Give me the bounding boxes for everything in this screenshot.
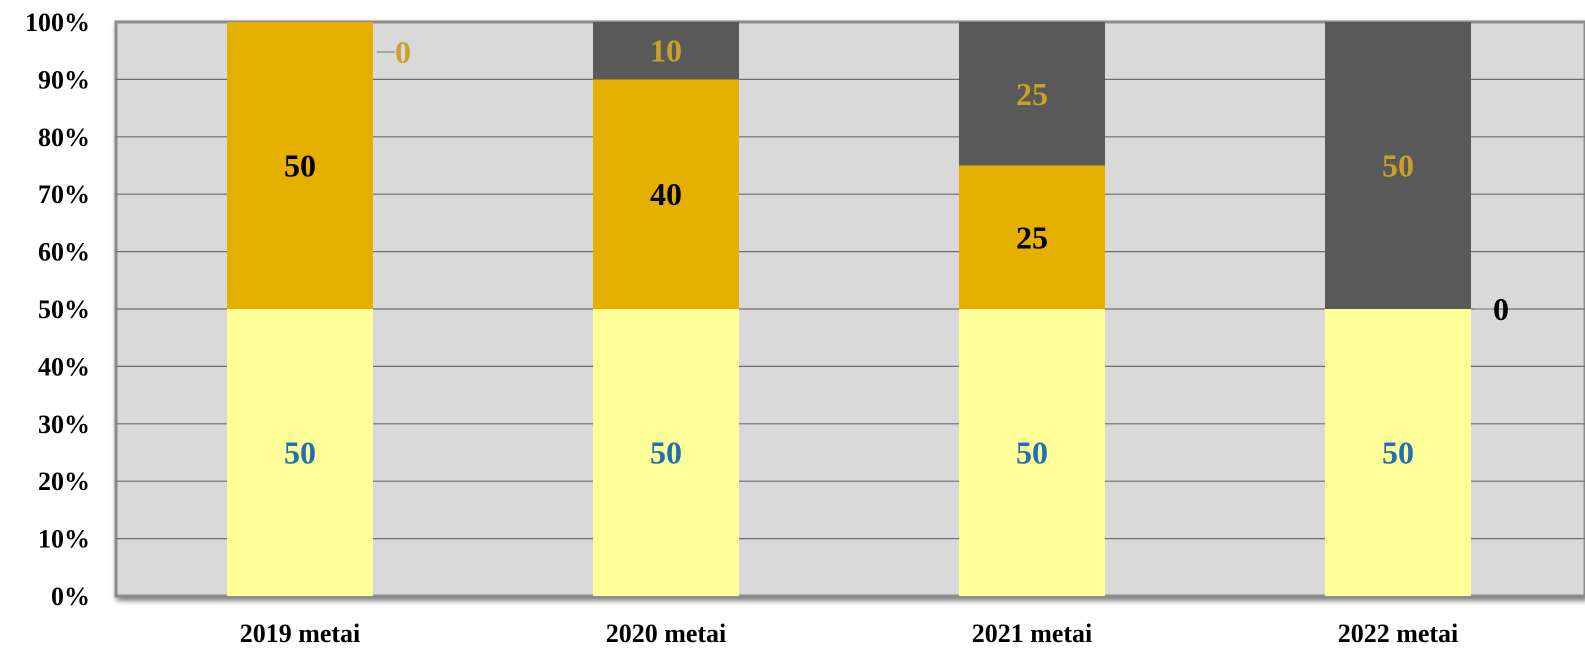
bar-segment [593,79,739,310]
bar-segment [593,22,739,80]
y-tick-label: 80% [38,123,90,152]
y-tick-label: 40% [38,352,90,381]
bars [227,22,1471,596]
y-tick-label: 10% [38,525,90,554]
x-category-label: 2019 metai [240,619,361,648]
data-label: 50 [650,435,682,471]
data-label: 50 [284,148,316,184]
data-label: 50 [1016,435,1048,471]
y-axis-tick-labels: 0% 10% 20% 30% 40% 50% 60% 70% 80% 90% 100% [25,8,90,611]
data-labels: 50 50 0 50 40 10 50 25 25 50 0 50 [284,33,1509,471]
x-category-label: 2022 metai [1338,619,1459,648]
bar-segment [959,22,1105,166]
y-tick-label: 0% [51,582,90,611]
data-label: 25 [1016,76,1048,112]
bar-segment [227,22,373,309]
data-label: 50 [1382,148,1414,184]
y-tick-label: 90% [38,65,90,94]
x-axis-category-labels: 2019 metai 2020 metai 2021 metai 2022 metai [240,619,1459,648]
y-tick-label: 60% [38,238,90,267]
data-label: 25 [1016,219,1048,255]
bar-segment [959,309,1105,596]
y-tick-label: 30% [38,410,90,439]
bar-segment [227,309,373,596]
y-tick-label: 20% [38,467,90,496]
data-label: 40 [650,176,682,212]
x-category-label: 2020 metai [606,619,727,648]
bar-segment [1325,22,1471,309]
bar-segment [593,309,739,596]
data-label: 0 [1493,291,1509,327]
data-label: 50 [284,435,316,471]
y-tick-label: 70% [38,180,90,209]
bar-segment [1325,309,1471,596]
data-label: 10 [650,33,682,69]
data-label: 50 [1382,435,1414,471]
y-tick-label: 100% [25,8,90,37]
bar-segment [959,165,1105,309]
y-tick-label: 50% [38,295,90,324]
data-label: 0 [395,34,411,70]
x-category-label: 2021 metai [972,619,1093,648]
